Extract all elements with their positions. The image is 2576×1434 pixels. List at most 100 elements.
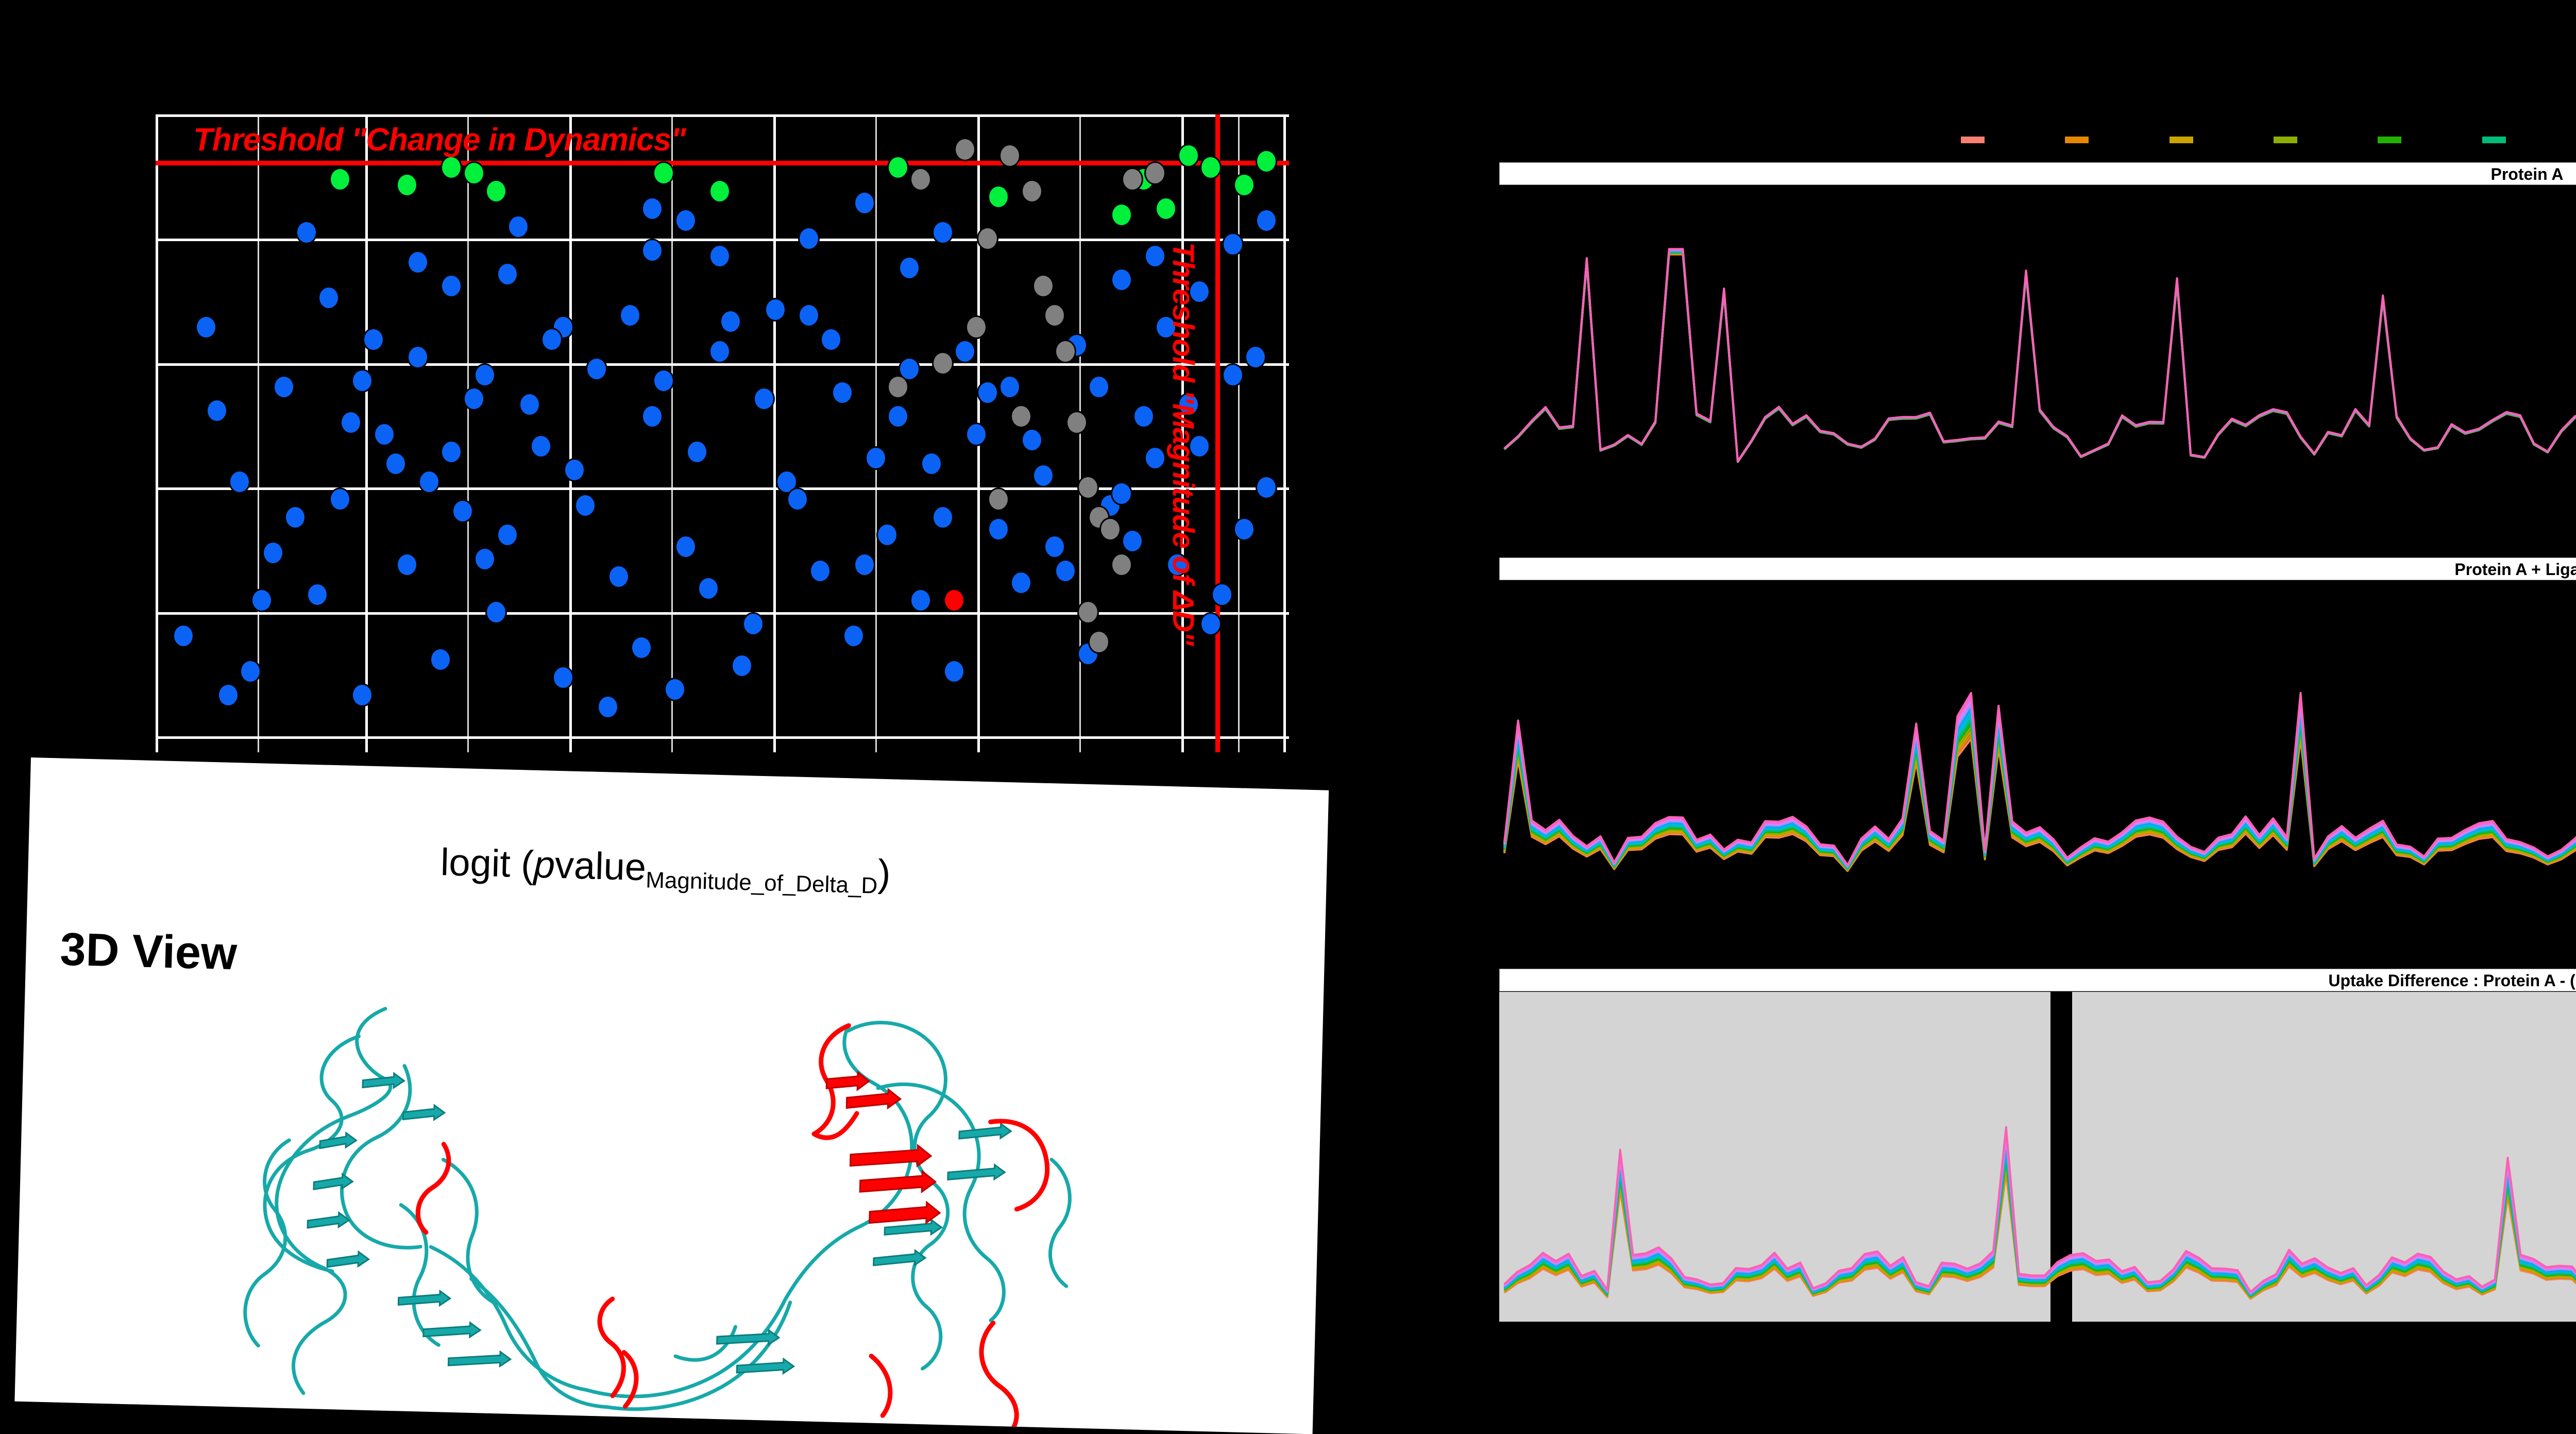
volcano-point-blue[interactable] — [931, 221, 954, 245]
volcano-point-blue[interactable] — [608, 565, 630, 589]
volcano-point-blue[interactable] — [474, 547, 496, 571]
volcano-point-blue[interactable] — [563, 458, 585, 482]
volcano-point-blue[interactable] — [842, 624, 865, 648]
volcano-point-blue[interactable] — [273, 375, 295, 399]
volcano-point-blue[interactable] — [865, 446, 887, 470]
volcano-point-blue[interactable] — [452, 499, 474, 524]
volcano-point-green[interactable] — [440, 155, 463, 179]
volcano-point-blue[interactable] — [228, 469, 250, 494]
volcano-point-blue[interactable] — [1256, 476, 1278, 500]
volcano-point-blue[interactable] — [731, 653, 753, 678]
legend-swatch-3[interactable] — [2169, 137, 2193, 143]
volcano-point-blue[interactable] — [1233, 517, 1255, 541]
volcano-point-blue[interactable] — [764, 297, 786, 322]
volcano-point-blue[interactable] — [753, 386, 775, 411]
volcano-point-blue[interactable] — [820, 327, 842, 351]
volcano-point-blue[interactable] — [998, 375, 1021, 399]
legend-swatch-4[interactable] — [2273, 137, 2297, 143]
volcano-point-grey[interactable] — [1077, 476, 1099, 500]
volcano-point-blue[interactable] — [1222, 363, 1244, 387]
volcano-point-blue[interactable] — [675, 209, 697, 233]
volcano-point-blue[interactable] — [407, 345, 429, 369]
three-d-view-card[interactable]: logit (pvalueMagnitude_of_Delta_D) 3D Vi… — [14, 757, 1329, 1434]
volcano-point-blue[interactable] — [1189, 434, 1211, 458]
volcano-point-blue[interactable] — [385, 452, 407, 476]
volcano-point-blue[interactable] — [988, 517, 1010, 541]
volcano-point-green[interactable] — [396, 173, 418, 197]
volcano-point-blue[interactable] — [697, 577, 719, 601]
uptake-trace-protein-a-ligand[interactable] — [1499, 583, 2576, 892]
volcano-point-green[interactable] — [653, 161, 675, 185]
legend-swatch-6[interactable] — [2482, 137, 2506, 143]
volcano-point-blue[interactable] — [307, 582, 329, 606]
volcano-point-blue[interactable] — [630, 636, 652, 660]
volcano-point-grey[interactable] — [1021, 179, 1043, 203]
volcano-point-green[interactable] — [329, 167, 351, 191]
volcano-point-blue[interactable] — [318, 285, 340, 310]
volcano-point-blue[interactable] — [1177, 393, 1199, 417]
volcano-point-blue[interactable] — [217, 683, 240, 707]
volcano-point-blue[interactable] — [1110, 481, 1132, 505]
volcano-point-blue[interactable] — [854, 553, 876, 577]
volcano-point-blue[interactable] — [440, 274, 463, 298]
volcano-point-blue[interactable] — [418, 469, 440, 494]
volcano-point-blue[interactable] — [574, 493, 597, 517]
volcano-point-blue[interactable] — [530, 434, 552, 458]
volcano-point-blue[interactable] — [641, 197, 664, 221]
volcano-point-blue[interactable] — [295, 221, 317, 245]
volcano-point-blue[interactable] — [954, 339, 976, 363]
volcano-point-blue[interactable] — [351, 683, 374, 707]
volcano-point-grey[interactable] — [1077, 600, 1099, 625]
volcano-point-blue[interactable] — [876, 523, 898, 547]
volcano-point-green[interactable] — [1110, 203, 1132, 227]
volcano-point-blue[interactable] — [775, 469, 798, 494]
volcano-point-blue[interactable] — [653, 369, 675, 393]
volcano-point-blue[interactable] — [708, 339, 731, 363]
volcano-point-blue[interactable] — [931, 505, 954, 529]
volcano-point-green[interactable] — [1177, 143, 1199, 167]
volcano-point-green[interactable] — [988, 185, 1010, 209]
volcano-point-green[interactable] — [1256, 149, 1278, 174]
uptake-trace-difference[interactable] — [1499, 992, 2576, 1322]
volcano-point-blue[interactable] — [251, 588, 273, 613]
protein-ribbon-structure[interactable] — [107, 981, 1199, 1431]
volcano-point-blue[interactable] — [675, 535, 697, 559]
volcano-point-blue[interactable] — [686, 440, 708, 464]
volcano-point-grey[interactable] — [1010, 404, 1032, 429]
volcano-point-blue[interactable] — [1144, 446, 1166, 470]
volcano-point-blue[interactable] — [1132, 404, 1155, 429]
volcano-point-blue[interactable] — [854, 191, 876, 215]
volcano-point-blue[interactable] — [340, 410, 362, 434]
volcano-point-blue[interactable] — [831, 381, 853, 405]
volcano-point-blue[interactable] — [1189, 280, 1211, 304]
volcano-point-green[interactable] — [463, 161, 485, 185]
volcano-point-blue[interactable] — [1222, 232, 1244, 257]
volcano-point-blue[interactable] — [586, 357, 608, 381]
volcano-point-blue[interactable] — [742, 612, 764, 636]
volcano-point-grey[interactable] — [931, 351, 954, 375]
volcano-point-red[interactable] — [943, 588, 965, 613]
volcano-point-green[interactable] — [1155, 197, 1177, 221]
volcano-point-grey[interactable] — [1122, 167, 1144, 191]
volcano-point-blue[interactable] — [619, 303, 641, 328]
volcano-point-grey[interactable] — [1065, 410, 1088, 434]
volcano-point-blue[interactable] — [541, 327, 563, 351]
legend-swatch-5[interactable] — [2378, 137, 2402, 143]
volcano-point-blue[interactable] — [519, 393, 541, 417]
volcano-point-blue[interactable] — [1199, 612, 1222, 636]
volcano-point-blue[interactable] — [1021, 428, 1043, 452]
volcano-point-grey[interactable] — [998, 143, 1021, 167]
volcano-point-blue[interactable] — [496, 262, 518, 286]
volcano-point-grey[interactable] — [965, 315, 987, 340]
volcano-point-blue[interactable] — [664, 677, 686, 701]
volcano-point-blue[interactable] — [965, 422, 987, 446]
volcano-point-blue[interactable] — [1055, 559, 1077, 583]
volcano-point-blue[interactable] — [597, 695, 619, 719]
volcano-point-blue[interactable] — [798, 303, 820, 328]
volcano-point-blue[interactable] — [440, 440, 463, 464]
volcano-point-blue[interactable] — [362, 327, 384, 351]
volcano-point-blue[interactable] — [329, 487, 351, 512]
volcano-point-blue[interactable] — [1088, 375, 1110, 399]
legend-swatch-2[interactable] — [2065, 137, 2089, 143]
volcano-point-blue[interactable] — [507, 214, 530, 239]
